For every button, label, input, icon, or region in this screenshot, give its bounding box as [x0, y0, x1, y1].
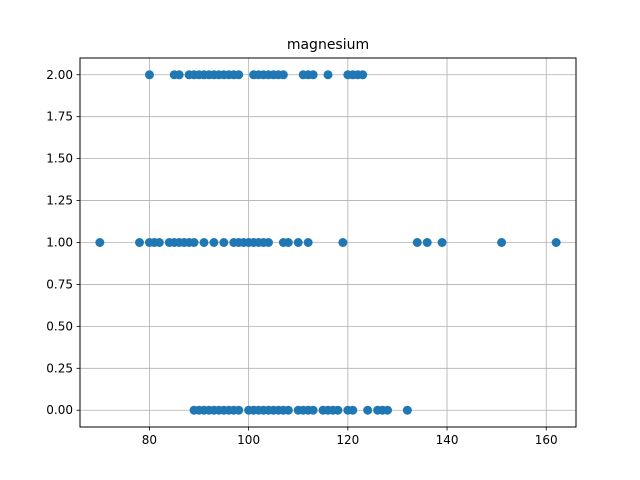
y-tick-label: 2.00 [46, 68, 73, 82]
data-point [402, 405, 412, 415]
x-tick-label: 160 [535, 433, 558, 447]
data-point [234, 405, 244, 415]
y-tick-label: 1.25 [46, 194, 73, 208]
data-point [358, 70, 368, 80]
axis-ticks: 80 100 120 140 160 0.00 0.25 0.50 0.75 1.00 1.25 1.… [46, 68, 557, 447]
data-point [135, 238, 145, 247]
y-tick-label: 0.00 [46, 403, 73, 417]
data-point [234, 70, 244, 80]
data-point [293, 238, 303, 247]
data-point [497, 238, 507, 247]
y-tick-label: 0.25 [46, 361, 73, 375]
y-tick-label: 1.50 [46, 152, 73, 166]
data-point [437, 238, 447, 247]
data-point [333, 405, 343, 415]
data-point [209, 238, 219, 247]
data-point [219, 238, 229, 247]
data-point [199, 238, 209, 247]
data-point [278, 70, 288, 80]
data-point [338, 238, 348, 247]
data-point [154, 238, 164, 247]
data-point [303, 238, 313, 247]
y-tick-label: 0.50 [46, 319, 73, 333]
data-point [412, 238, 422, 247]
x-tick-label: 80 [142, 433, 157, 447]
x-tick-label: 100 [237, 433, 260, 447]
data-point [283, 405, 293, 415]
data-point [174, 70, 184, 80]
data-point [551, 238, 561, 247]
y-tick-label: 0.75 [46, 277, 73, 291]
data-point [308, 405, 318, 415]
x-tick-label: 120 [336, 433, 359, 447]
data-point [323, 70, 333, 80]
x-tick-label: 140 [436, 433, 459, 447]
data-point [144, 70, 154, 80]
data-point [283, 238, 293, 247]
data-point [189, 238, 199, 247]
data-point [422, 238, 432, 247]
data-point [383, 405, 393, 415]
data-points [95, 70, 561, 415]
data-point [308, 70, 318, 80]
chart-title: magnesium [287, 37, 369, 53]
data-point [95, 238, 105, 247]
data-point [363, 405, 373, 415]
data-point [348, 405, 358, 415]
data-point [263, 238, 273, 247]
y-tick-label: 1.00 [46, 236, 73, 250]
y-tick-label: 1.75 [46, 110, 73, 124]
